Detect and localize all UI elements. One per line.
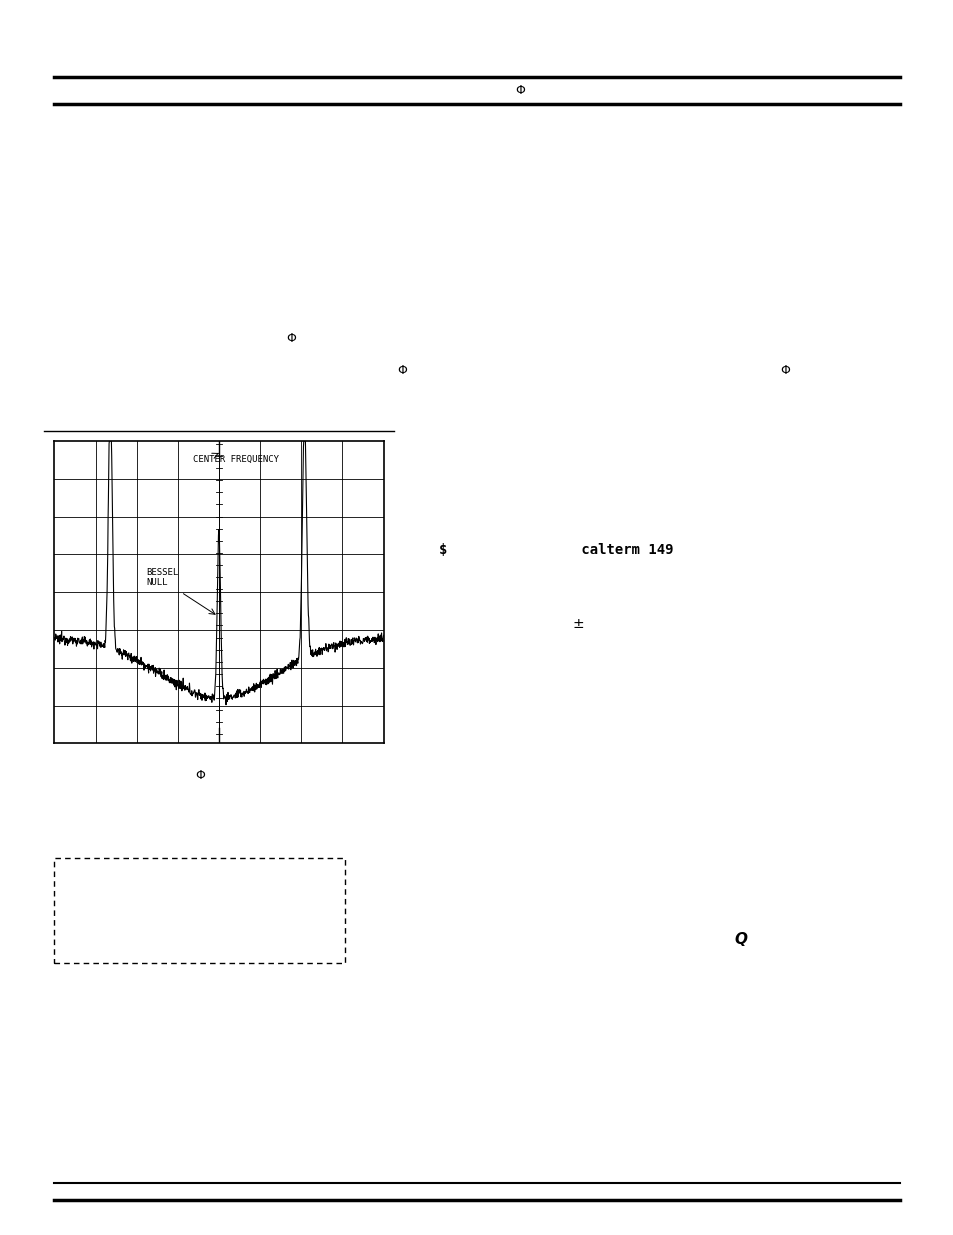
Text: Φ: Φ [397, 364, 407, 377]
Text: CENTER FREQUENCY: CENTER FREQUENCY [193, 454, 278, 463]
Text: Φ: Φ [195, 769, 205, 783]
Text: Φ: Φ [515, 84, 524, 96]
Text: BESSEL
NULL: BESSEL NULL [147, 568, 178, 588]
Text: $                calterm 149: $ calterm 149 [438, 543, 673, 557]
Text: Q: Q [734, 932, 747, 947]
FancyBboxPatch shape [54, 858, 345, 963]
Text: Φ: Φ [780, 364, 789, 377]
Text: ±: ± [572, 618, 583, 631]
Text: Φ: Φ [286, 332, 295, 345]
